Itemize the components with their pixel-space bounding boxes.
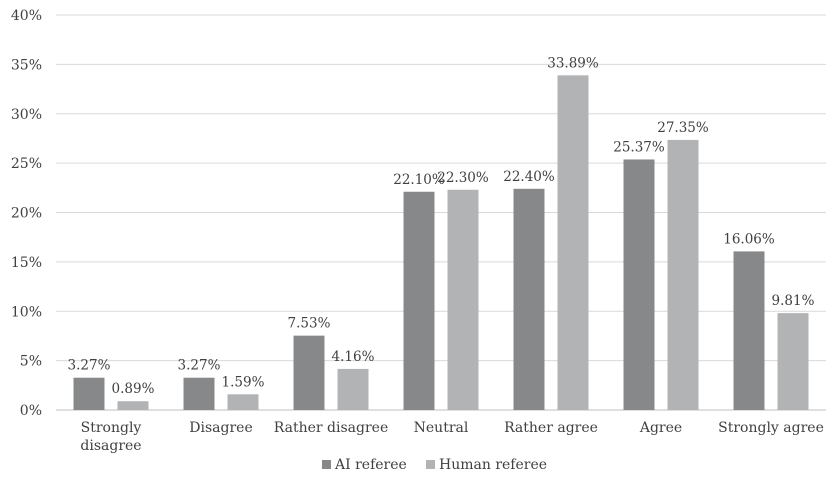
legend-swatch-human-referee (426, 460, 435, 469)
data-labels: 3.27%0.89%3.27%1.59%7.53%4.16%22.10%22.3… (68, 55, 815, 397)
x-category-label: Agree (639, 420, 682, 436)
data-label: 16.06% (723, 231, 775, 247)
bar-ai-referee (733, 251, 765, 410)
y-tick-label: 30% (11, 107, 42, 123)
y-tick-label: 5% (20, 354, 42, 370)
bar-human-referee (777, 313, 809, 410)
x-category-label: Rather agree (504, 420, 598, 436)
bar-human-referee (227, 394, 259, 410)
data-label: 22.10% (393, 172, 445, 188)
x-category-label: Neutral (414, 420, 469, 436)
y-tick-label: 35% (11, 57, 42, 73)
data-label: 9.81% (772, 293, 815, 309)
x-category-label: Strongly agree (718, 420, 824, 436)
y-tick-label: 20% (11, 206, 42, 222)
x-category-label: Disagree (189, 420, 252, 436)
bar-ai-referee (513, 188, 545, 410)
bar-ai-referee (623, 159, 655, 410)
bar-ai-referee (293, 335, 325, 410)
y-tick-label: 40% (11, 8, 42, 24)
bar-human-referee (667, 139, 699, 410)
data-label: 0.89% (112, 381, 155, 397)
legend: AI referee Human referee (322, 457, 547, 473)
y-tick-label: 10% (11, 304, 42, 320)
x-category-label: Strongly (81, 420, 142, 436)
y-tick-label: 15% (11, 255, 42, 271)
data-label: 4.16% (332, 349, 375, 365)
bar-human-referee (337, 368, 369, 410)
legend-swatch-ai-referee (322, 460, 331, 469)
bar-human-referee (117, 401, 149, 410)
y-tick-label: 0% (20, 403, 42, 419)
legend-label: AI referee (334, 457, 407, 473)
bars (73, 75, 809, 411)
data-label: 1.59% (222, 374, 265, 390)
gridlines (56, 14, 826, 411)
data-label: 25.37% (613, 139, 665, 155)
data-label: 3.27% (178, 358, 221, 374)
x-axis-categories: Strongly disagree Disagree Rather disagree N… (80, 420, 823, 454)
data-label: 3.27% (68, 358, 111, 374)
data-label: 27.35% (657, 120, 709, 136)
bar-ai-referee (183, 377, 215, 410)
data-label: 33.89% (547, 55, 599, 71)
bar-human-referee (557, 75, 589, 411)
y-axis-ticks: 0% 5% 10% 15% 20% 25% 30% 35% 40% (11, 8, 42, 419)
legend-label: Human referee (439, 457, 547, 473)
y-tick-label: 25% (11, 156, 42, 172)
bar-human-referee (447, 189, 479, 410)
bar-ai-referee (73, 377, 105, 410)
data-label: 22.40% (503, 169, 555, 185)
x-category-label: Rather disagree (274, 420, 388, 436)
data-label: 22.30% (437, 170, 489, 186)
x-category-label: disagree (80, 438, 141, 454)
bar-ai-referee (403, 191, 435, 410)
data-label: 7.53% (288, 316, 331, 332)
